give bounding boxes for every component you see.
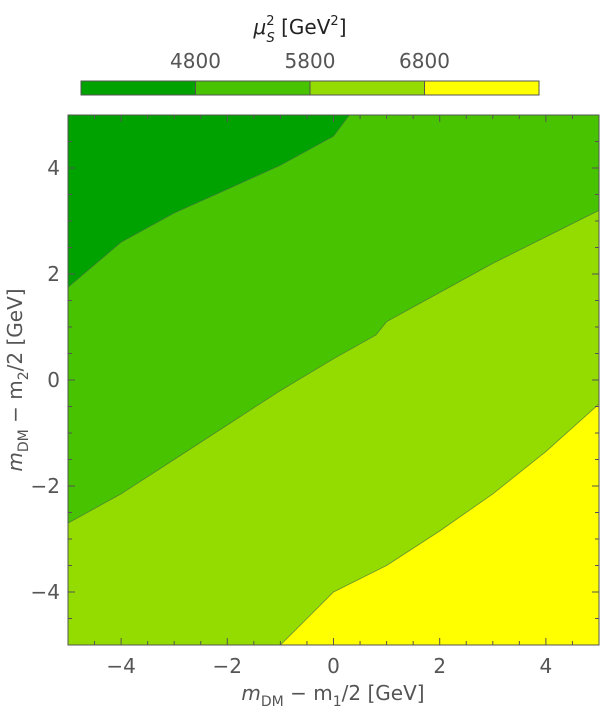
contour-line xyxy=(67,210,600,524)
x-tick-label: 4 xyxy=(540,654,553,678)
x-axis-label: mDM − m1/2 [GeV] xyxy=(241,681,424,710)
y-tick-label: −4 xyxy=(31,580,60,604)
colorbar-tick-label: 5800 xyxy=(285,49,336,73)
colorbar-segment xyxy=(195,81,310,95)
x-tick-label: 0 xyxy=(327,654,340,678)
colorbar-title: μ2 S [GeV2] xyxy=(252,14,346,46)
contour-regions xyxy=(68,115,599,645)
contour-lines xyxy=(67,114,600,646)
x-tick-label: −2 xyxy=(213,654,242,678)
colorbar-segment xyxy=(310,81,425,95)
y-tick-label: 2 xyxy=(47,262,60,286)
y-tick-label: −2 xyxy=(31,474,60,498)
x-tick-label: −4 xyxy=(106,654,135,678)
y-tick-label: 0 xyxy=(47,368,60,392)
colorbar-tick-labels: 4800 5800 6800 xyxy=(170,49,450,73)
colorbar-segment xyxy=(81,81,196,95)
colorbar-segment xyxy=(424,81,539,95)
colorbar xyxy=(80,80,540,96)
contour-region xyxy=(68,115,350,288)
colorbar-frame xyxy=(80,80,540,96)
contour-region xyxy=(280,403,599,645)
y-tick-label: 4 xyxy=(47,156,60,180)
x-tick-label: 2 xyxy=(433,654,446,678)
y-axis-label: mDM − m2/2 [GeV] xyxy=(3,288,32,471)
colorbar-tick-label: 6800 xyxy=(399,49,450,73)
contour-region xyxy=(68,115,599,524)
x-tick-labels: −4 −2 0 2 4 xyxy=(106,654,552,678)
contour-line xyxy=(280,403,600,646)
colorbar-tick-label: 4800 xyxy=(170,49,221,73)
contour-region xyxy=(68,210,599,645)
y-tick-labels: −4 −2 0 2 4 xyxy=(31,156,60,604)
contour-line xyxy=(67,114,350,288)
axis-ticks xyxy=(67,114,600,646)
